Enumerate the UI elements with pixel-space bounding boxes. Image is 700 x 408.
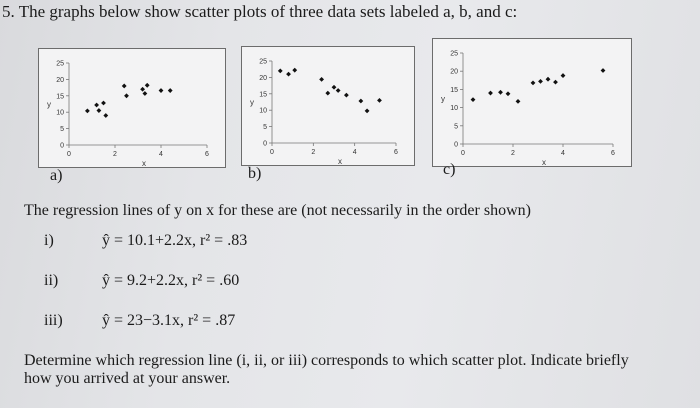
data-point [498,89,503,95]
data-point [94,102,99,108]
plot-c-label: c) [443,161,456,178]
y-tick-label: 20 [56,77,64,84]
y-tick-label: 0 [454,142,458,149]
data-point [600,68,606,73]
data-point [560,73,566,78]
data-point [358,98,364,104]
y-axis-title: y [250,98,254,107]
y-tick-label: 5 [454,123,458,130]
y-tick-label: 20 [259,75,267,82]
data-point [515,99,521,104]
y-tick-label: 25 [450,51,458,58]
y-axis-title: y [47,100,51,109]
data-point [319,76,324,82]
data-point [344,92,349,98]
y-tick-label: 25 [259,59,267,66]
x-axis-title: x [542,158,546,167]
x-tick-label: 6 [205,151,209,158]
x-tick-label: 6 [394,149,398,156]
data-point [553,79,558,85]
y-tick-label: 0 [263,141,267,148]
y-tick-label: 15 [56,93,64,100]
data-point [286,71,291,77]
data-point [124,93,129,99]
regression-line-num-2: ii) [44,272,59,289]
instructions: Determine which regression line (i, ii, … [24,352,629,388]
y-tick-label: 15 [450,87,458,94]
data-point [277,68,283,74]
x-tick-label: 0 [67,151,71,158]
y-tick-label: 10 [450,105,458,112]
scatter-plot-b: 0 5 10 15 20 25 0 2 4 6 y x [241,46,415,166]
data-point [96,108,102,113]
question-title: 5. The graphs below show scatter plots o… [2,2,517,22]
data-point [335,88,341,93]
data-point [142,91,148,96]
data-point [103,113,109,118]
x-tick-label: 4 [353,149,357,156]
data-point [101,100,106,106]
data-point [377,97,382,103]
plot-b-label: b) [248,165,262,182]
data-point [470,97,476,102]
y-axis-title: y [441,95,445,104]
data-point [85,108,90,114]
scatter-plot-c: 0 5 10 15 20 25 0 2 4 6 y x [432,38,632,167]
x-tick-label: 2 [311,149,315,156]
x-tick-label: 2 [113,151,117,158]
y-tick-label: 10 [259,108,267,115]
data-point [364,108,370,114]
y-tick-label: 5 [263,124,267,131]
regression-line-eq-2: ŷ = 9.2+2.2x, r² = .60 [102,272,240,289]
question-number: 5. [2,2,15,21]
data-point [167,88,173,93]
data-point [292,67,298,73]
x-tick-label: 4 [561,150,565,157]
y-tick-label: 0 [60,143,64,150]
data-point [325,90,331,96]
question-text: The graphs below show scatter plots of t… [18,2,518,21]
x-axis-title: x [142,159,146,168]
scatter-plot-c-svg: 0 5 10 15 20 25 0 2 4 6 y x [441,51,615,168]
data-point [530,80,536,86]
scatter-plot-a: 0 5 10 15 20 25 0 2 4 6 y x [38,48,226,168]
x-tick-label: 2 [511,150,515,157]
data-point [488,90,493,96]
data-point [144,82,150,88]
data-point [505,91,511,97]
scatter-plot-b-svg: 0 5 10 15 20 25 0 2 4 6 y x [250,59,398,167]
regression-line-eq-1: ŷ = 10.1+2.2x, r² = .83 [102,232,248,249]
data-point [140,86,145,92]
instructions-line-2: how you arrived at your answer. [24,370,231,387]
regression-line-eq-3: ŷ = 23−3.1x, r² = .87 [102,312,236,329]
y-tick-label: 15 [259,91,267,98]
scatter-plot-a-svg: 0 5 10 15 20 25 0 2 4 6 y x [47,61,209,169]
data-point [121,83,127,89]
x-tick-label: 0 [461,150,465,157]
plot-a-label: a) [50,167,63,184]
regression-line-num-1: i) [44,232,54,249]
data-point [158,88,164,93]
x-tick-label: 4 [159,151,163,158]
x-tick-label: 0 [270,149,274,156]
y-tick-label: 10 [56,110,64,117]
x-tick-label: 6 [611,150,615,157]
data-point [545,76,551,82]
data-point [331,84,337,90]
instructions-line-1: Determine which regression line (i, ii, … [24,352,629,369]
y-tick-label: 5 [60,126,64,133]
y-tick-label: 20 [450,69,458,76]
x-axis-title: x [338,157,342,166]
regression-line-num-3: iii) [44,312,63,329]
data-point [538,78,543,84]
regression-intro: The regression lines of y on x for these… [24,202,531,219]
y-tick-label: 25 [56,61,64,68]
